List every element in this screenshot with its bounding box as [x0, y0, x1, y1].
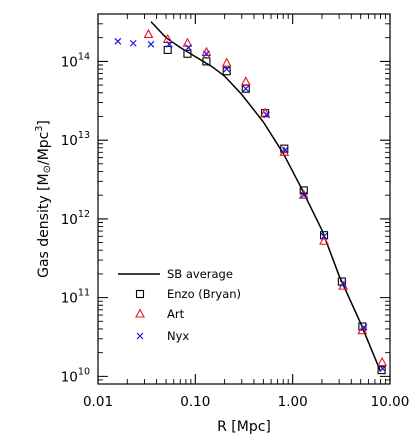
y-tick-label: 1011	[61, 288, 90, 307]
data-point-cross	[360, 323, 368, 331]
y-tick-label-base: 10	[61, 291, 78, 307]
data-point-cross	[223, 65, 231, 73]
y-axis-title-exponent: 3	[34, 126, 45, 132]
data-point-square	[280, 144, 289, 153]
x-axis-title: R [Mpc]	[217, 419, 271, 435]
data-point-cross	[379, 365, 387, 373]
data-series	[114, 21, 388, 375]
data-point-cross	[320, 232, 328, 240]
data-point-cross	[263, 111, 271, 119]
sb-average-line	[150, 21, 382, 372]
data-point-cross	[165, 40, 173, 48]
series-square	[163, 45, 386, 375]
x-tick-label: 0.10	[180, 394, 210, 410]
data-point-cross	[114, 37, 122, 45]
legend-label: Nyx	[167, 329, 189, 343]
legend-swatch-triangle	[135, 308, 145, 318]
data-point-cross	[300, 191, 308, 199]
data-point-cross	[185, 44, 192, 51]
data-point-square	[163, 45, 172, 54]
data-point-cross	[202, 50, 210, 58]
legend-label: Art	[167, 307, 185, 321]
legend-label: SB average	[167, 267, 233, 281]
x-tick-label: 0.01	[83, 394, 113, 410]
data-point-cross	[147, 40, 155, 48]
y-tick-label: 1014	[61, 51, 90, 70]
y-tick-label: 1010	[61, 366, 90, 385]
y-axis-title-close: ]	[36, 120, 52, 125]
data-point-cross	[242, 85, 250, 93]
x-tick-label: 10.00	[371, 394, 410, 410]
y-tick-label-base: 10	[61, 369, 78, 385]
y-tick-label-exponent: 12	[78, 209, 90, 220]
y-axis-title-units: /Mpc	[36, 132, 52, 165]
legend-swatch-cross	[136, 332, 144, 340]
x-tick-label: 1.00	[278, 394, 308, 410]
y-tick-label-exponent: 13	[78, 130, 90, 141]
minor-tick-marks	[98, 13, 390, 385]
data-point-cross	[129, 39, 137, 47]
y-axis-title-main: Gas density [M	[36, 173, 52, 278]
data-point-square	[377, 366, 386, 375]
series-line	[150, 21, 382, 372]
plot-frame	[97, 13, 391, 385]
data-point-square	[358, 322, 367, 331]
y-axis-title-sun-symbol: ⊙	[42, 165, 53, 173]
data-point-triangle	[143, 28, 154, 38]
series-cross	[114, 37, 387, 373]
y-tick-label-exponent: 14	[78, 51, 90, 62]
y-tick-label-exponent: 10	[78, 366, 90, 377]
data-point-square	[222, 67, 231, 76]
y-tick-label-exponent: 11	[78, 288, 90, 299]
major-tick-marks	[97, 14, 391, 384]
data-point-square	[202, 57, 211, 66]
data-point-square	[183, 49, 192, 58]
data-point-triangle	[221, 57, 232, 67]
y-tick-label: 1013	[61, 130, 90, 149]
legend: SB average Enzo (Bryan) Art Nyx	[118, 267, 241, 343]
data-point-square	[299, 186, 308, 195]
legend-swatch-square	[135, 289, 145, 299]
data-point-triangle	[240, 76, 251, 86]
data-point-triangle	[357, 325, 368, 335]
data-point-cross	[281, 146, 289, 154]
data-point-triangle	[319, 235, 329, 245]
y-tick-label-base: 10	[61, 212, 78, 228]
y-axis-title: Gas density [M⊙/Mpc3]	[34, 120, 53, 278]
data-point-triangle	[298, 189, 309, 199]
data-point-square	[319, 231, 329, 240]
data-point-cross	[339, 280, 347, 288]
y-tick-label-base: 10	[61, 54, 78, 70]
legend-label: Enzo (Bryan)	[167, 287, 241, 301]
y-tick-label: 1012	[61, 209, 90, 228]
data-point-triangle	[377, 356, 388, 367]
y-tick-label-base: 10	[61, 133, 78, 149]
